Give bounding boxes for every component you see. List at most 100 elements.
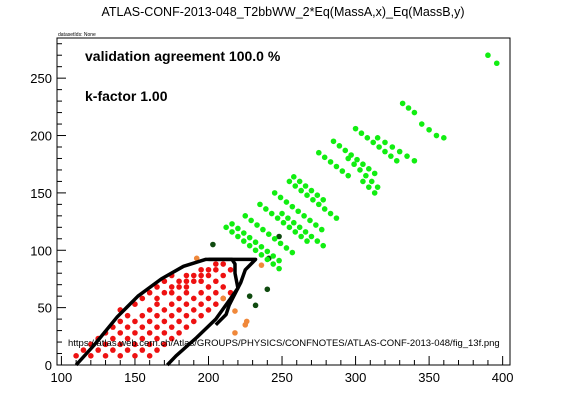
point-allowed xyxy=(418,121,425,127)
point-allowed xyxy=(252,247,259,254)
dataset-note: datasetIds: None xyxy=(58,32,96,38)
point-excluded xyxy=(198,289,204,296)
point-excluded xyxy=(132,318,138,325)
point-excluded xyxy=(154,312,160,319)
point-excluded xyxy=(213,301,219,307)
point-excluded xyxy=(146,289,153,296)
y-tick-label: 0 xyxy=(45,358,52,373)
y-tick-label: 100 xyxy=(30,243,52,258)
point-excluded xyxy=(146,318,153,325)
point-allowed xyxy=(376,144,382,150)
point-excluded xyxy=(176,318,182,325)
point-allowed xyxy=(396,148,403,155)
point-allowed xyxy=(360,178,366,185)
point-allowed xyxy=(223,224,229,231)
chart-title: ATLAS-CONF-2013-048_T2bbWW_2*Eq(MassA,x)… xyxy=(101,5,464,19)
point-excluded xyxy=(117,341,124,348)
x-tick-label: 200 xyxy=(198,370,220,385)
point-border_dark xyxy=(246,293,253,299)
point-border_orange xyxy=(232,308,238,314)
point-excluded xyxy=(161,341,168,348)
point-allowed xyxy=(290,174,297,180)
point-excluded xyxy=(183,301,190,307)
point-allowed xyxy=(354,156,360,163)
point-allowed xyxy=(229,221,235,227)
point-allowed xyxy=(246,234,253,241)
point-excluded xyxy=(161,289,168,296)
point-allowed xyxy=(382,148,388,155)
point-allowed xyxy=(264,248,271,255)
point-allowed xyxy=(286,178,293,185)
point-allowed xyxy=(254,222,260,228)
point-excluded xyxy=(139,347,146,353)
point-excluded xyxy=(132,353,138,359)
point-allowed xyxy=(242,213,249,219)
x-tick-label: 250 xyxy=(271,370,293,385)
point-excluded xyxy=(198,301,204,307)
point-border_dark xyxy=(264,286,271,293)
point-excluded xyxy=(220,272,226,279)
point-excluded xyxy=(213,289,219,296)
x-tick-label: 150 xyxy=(124,370,146,385)
point-allowed xyxy=(366,184,372,190)
point-allowed xyxy=(240,238,247,244)
point-excluded xyxy=(205,284,212,290)
point-allowed xyxy=(388,153,394,159)
point-allowed xyxy=(301,213,307,219)
point-allowed xyxy=(336,143,343,149)
point-allowed xyxy=(405,105,412,111)
point-allowed xyxy=(258,244,265,250)
point-excluded xyxy=(168,335,175,342)
point-allowed xyxy=(360,161,366,168)
point-allowed xyxy=(382,139,388,146)
point-allowed xyxy=(315,149,322,156)
point-allowed xyxy=(304,192,310,198)
point-allowed xyxy=(315,201,322,208)
point-excluded xyxy=(117,353,124,359)
point-allowed xyxy=(246,242,253,249)
agreement-label: validation agreement 100.0 % xyxy=(85,48,281,64)
point-excluded xyxy=(205,307,212,313)
plot-frame xyxy=(56,37,511,366)
point-allowed xyxy=(270,261,277,267)
point-allowed xyxy=(307,217,313,224)
point-allowed xyxy=(339,168,346,174)
point-allowed xyxy=(292,229,299,235)
source-url: https://atlas.web.cern.ch/Atlas/GROUPS/P… xyxy=(68,338,500,349)
point-allowed xyxy=(330,138,337,145)
point-allowed xyxy=(493,60,500,67)
point-allowed xyxy=(357,167,363,173)
point-allowed xyxy=(276,257,282,264)
point-allowed xyxy=(485,52,491,59)
x-tick-label: 100 xyxy=(51,370,73,385)
point-excluded xyxy=(168,312,175,319)
point-allowed xyxy=(308,187,315,194)
point-excluded xyxy=(183,324,190,330)
point-excluded xyxy=(220,284,226,290)
point-allowed xyxy=(308,233,315,240)
point-excluded xyxy=(183,312,190,319)
point-allowed xyxy=(296,178,303,185)
point-allowed xyxy=(363,172,369,179)
point-allowed xyxy=(318,226,325,233)
point-excluded xyxy=(176,295,182,302)
point-excluded xyxy=(139,295,146,302)
x-tick-label: 300 xyxy=(345,370,367,385)
point-allowed xyxy=(286,224,293,231)
point-excluded xyxy=(154,301,160,307)
point-excluded xyxy=(154,324,160,330)
point-allowed xyxy=(302,229,309,235)
point-allowed xyxy=(321,154,328,161)
point-excluded xyxy=(205,266,212,273)
point-allowed xyxy=(229,229,235,235)
point-allowed xyxy=(277,240,284,247)
point-excluded xyxy=(213,266,219,273)
x-tick-label: 350 xyxy=(418,370,440,385)
point-allowed xyxy=(289,203,296,210)
point-allowed xyxy=(235,225,241,232)
y-tick-label: 50 xyxy=(38,301,52,316)
point-excluded xyxy=(102,341,109,348)
point-excluded xyxy=(161,318,168,325)
point-excluded xyxy=(80,347,87,353)
point-excluded xyxy=(183,278,190,285)
